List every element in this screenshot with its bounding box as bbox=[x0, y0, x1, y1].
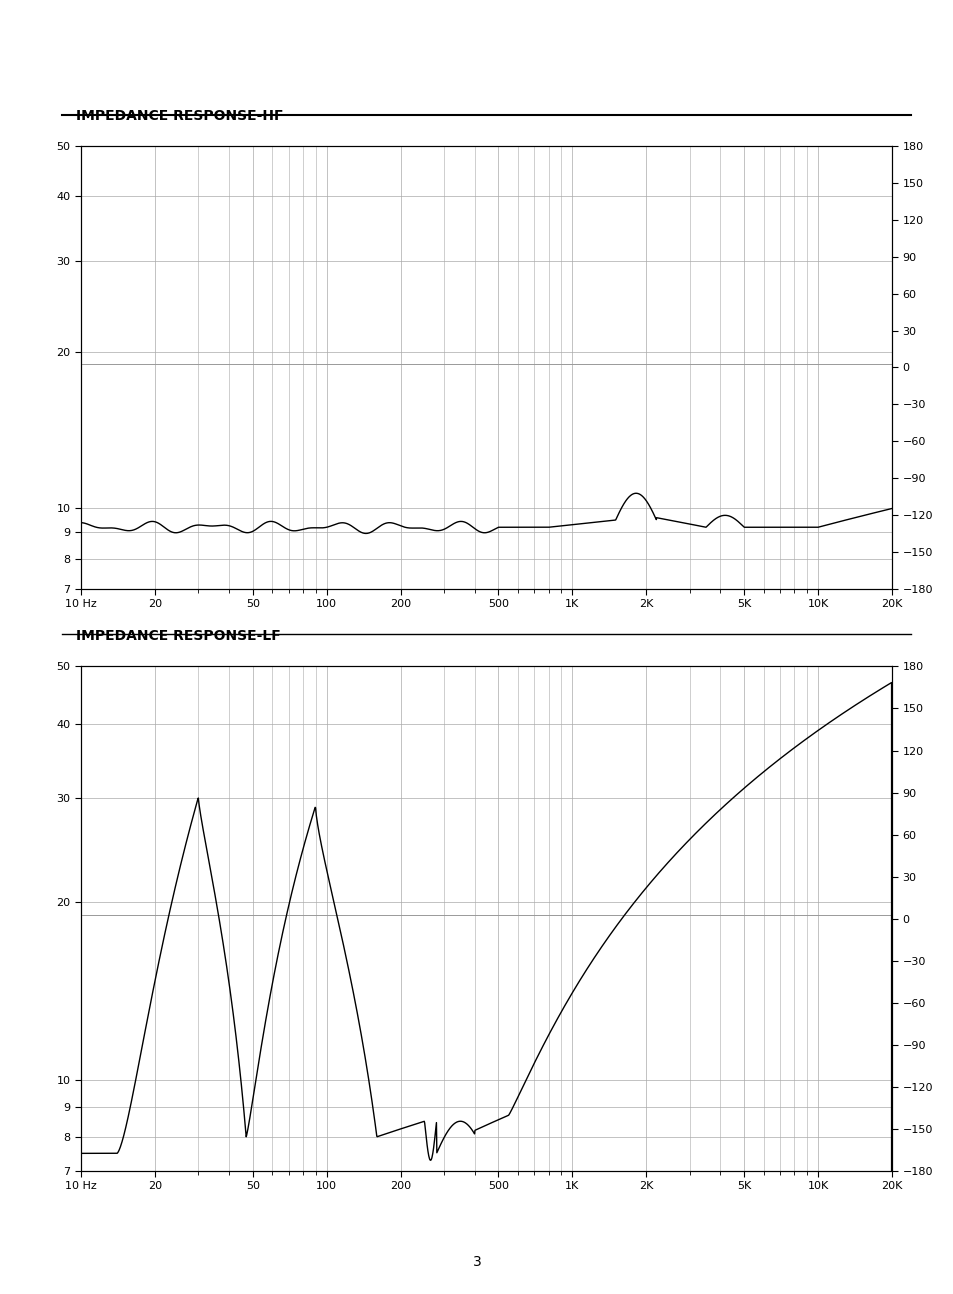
Text: IMPEDANCE RESPONSE-HF: IMPEDANCE RESPONSE-HF bbox=[76, 109, 284, 123]
Text: 3: 3 bbox=[472, 1255, 481, 1268]
Text: IMPEDANCE RESPONSE-LF: IMPEDANCE RESPONSE-LF bbox=[76, 629, 281, 643]
Text: ΣJ212: ΣJ212 bbox=[74, 70, 158, 98]
